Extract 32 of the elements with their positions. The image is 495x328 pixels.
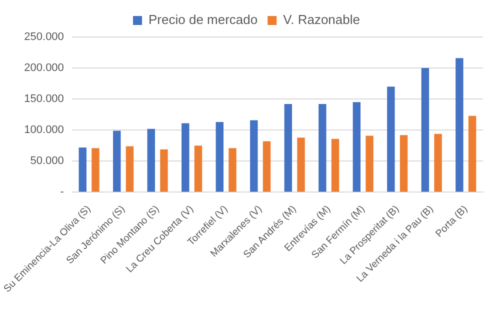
bar <box>228 148 236 192</box>
bar <box>126 146 134 192</box>
bar <box>78 148 86 192</box>
y-tick-label: 250.000 <box>24 31 64 44</box>
bar <box>468 116 476 192</box>
bar <box>250 120 258 192</box>
bar <box>434 134 442 192</box>
y-tick-label: 150.000 <box>24 93 64 106</box>
bar <box>352 102 361 192</box>
y-tick-label: - <box>60 186 64 198</box>
bar <box>160 149 168 192</box>
bar <box>147 128 155 192</box>
y-tick-label: 100.000 <box>24 124 64 136</box>
bar <box>262 141 271 192</box>
bar <box>216 122 224 192</box>
bar <box>456 58 464 192</box>
bar <box>113 130 121 192</box>
bar <box>318 104 326 192</box>
bar <box>366 136 374 192</box>
y-tick-label: 200.000 <box>24 62 64 74</box>
bar <box>421 68 430 192</box>
bar <box>387 86 395 192</box>
bar <box>400 135 408 192</box>
bar <box>182 123 190 192</box>
legend-label: Precio de mercado <box>148 12 258 28</box>
legend-label: V. Razonable <box>283 12 360 28</box>
bar <box>331 138 340 192</box>
bar <box>194 146 202 192</box>
bar <box>92 148 100 192</box>
bar <box>284 104 292 192</box>
bar <box>297 138 305 192</box>
y-tick-label: 50.000 <box>30 155 64 168</box>
